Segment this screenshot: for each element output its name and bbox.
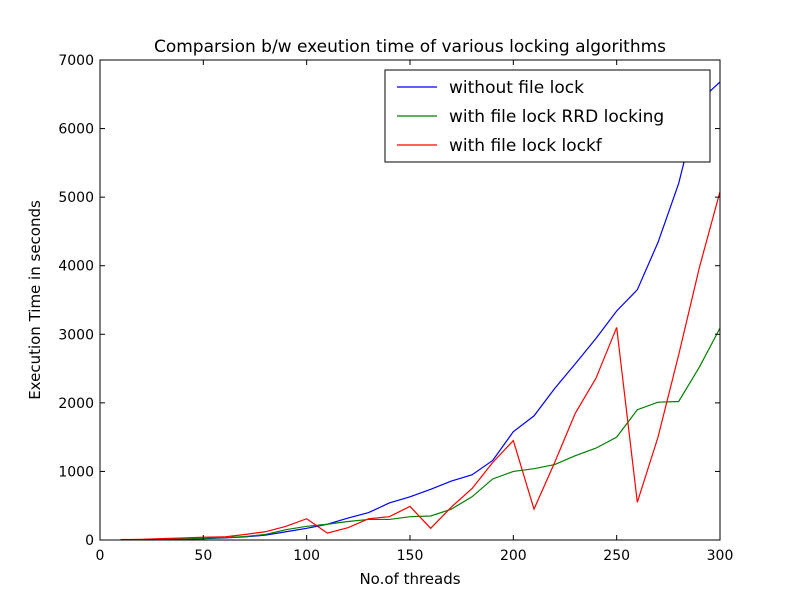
y-tick-label: 3000: [58, 327, 94, 343]
y-tick-label: 4000: [58, 259, 94, 275]
y-tick-label: 2000: [58, 396, 94, 412]
y-tick-label: 6000: [58, 122, 94, 138]
y-tick-label: 1000: [58, 464, 94, 480]
y-tick-label: 7000: [58, 53, 94, 69]
x-tick-label: 250: [603, 548, 630, 564]
plot-area-frame: [99, 59, 721, 541]
y-axis-label: Execution Time in seconds: [26, 200, 44, 400]
x-tick-label: 200: [500, 548, 527, 564]
x-tick-label: 100: [293, 548, 320, 564]
y-tick-label: 0: [85, 533, 94, 549]
x-tick-label: 50: [194, 548, 212, 564]
legend-entry-label: with file lock RRD locking: [449, 107, 664, 127]
series-line-3: [120, 191, 720, 540]
chart-title: Comparsion b/w exeution time of various …: [154, 37, 666, 57]
series-lines: [120, 81, 720, 540]
legend: without file lock with file lock RRD lock…: [384, 69, 711, 163]
x-tick-label: 150: [397, 548, 424, 564]
x-tick-label: 300: [707, 548, 734, 564]
x-tick-label: 0: [96, 548, 105, 564]
legend-box: [384, 69, 711, 163]
legend-entry-label: with file lock lockf: [449, 136, 603, 156]
y-tick-label: 5000: [58, 190, 94, 206]
x-axis-label: No.of threads: [359, 570, 460, 588]
axis-ticks: 0 50 100 150 200 250 3000100020003000400050006…: [58, 53, 733, 564]
legend-entry-label: without file lock: [449, 78, 584, 98]
series-line-2: [120, 327, 720, 540]
